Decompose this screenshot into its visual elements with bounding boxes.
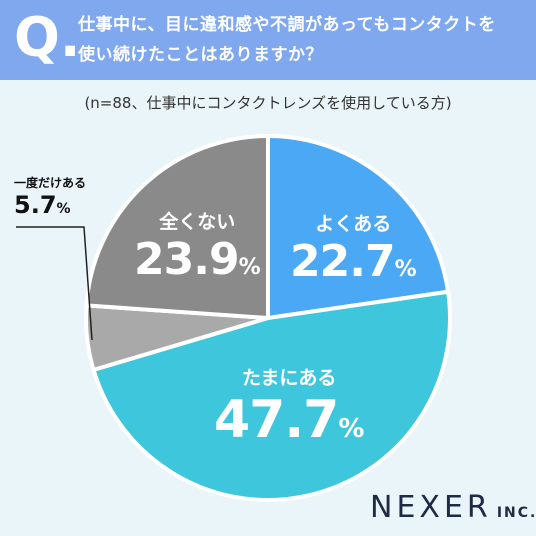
slice-label-often: よくある 22.7% xyxy=(290,212,417,296)
slice-label-sometimes: たまにある 47.7% xyxy=(214,366,364,459)
leader-line-once xyxy=(16,226,93,341)
question-line-1: 仕事中に、目に違和感や不調があってもコンタクトを xyxy=(78,15,496,35)
slice-never xyxy=(84,134,270,320)
slice-value: 5.7% xyxy=(14,191,71,219)
slice-name: 全くない xyxy=(159,211,236,233)
slice-value: 47.7% xyxy=(214,390,365,450)
question-header: Q. 仕事中に、目に違和感や不調があってもコンタクトを 使い続けたことはあります… xyxy=(0,0,536,80)
slice-name: よくある xyxy=(315,213,392,235)
slice-label-never: 全くない 23.9% xyxy=(134,210,261,294)
q-mark: Q. xyxy=(14,6,81,69)
slice-often xyxy=(266,134,451,320)
question-line-2: 使い続けたことはありますか？ xyxy=(78,45,323,65)
slice-value: 22.7% xyxy=(290,236,417,287)
slice-name: たまにある xyxy=(241,367,337,389)
question-text: 仕事中に、目に違和感や不調があってもコンタクトを 使い続けたことはありますか？ xyxy=(78,10,528,70)
slice-name: 一度だけある xyxy=(14,176,87,190)
nexer-logo: NEXER INC. xyxy=(370,490,536,525)
sample-note: (n=88、仕事中にコンタクトレンズを使用している方) xyxy=(84,94,452,112)
slice-value: 23.9% xyxy=(134,234,261,285)
slice-label-once: 一度だけある 5.7% xyxy=(14,175,86,223)
